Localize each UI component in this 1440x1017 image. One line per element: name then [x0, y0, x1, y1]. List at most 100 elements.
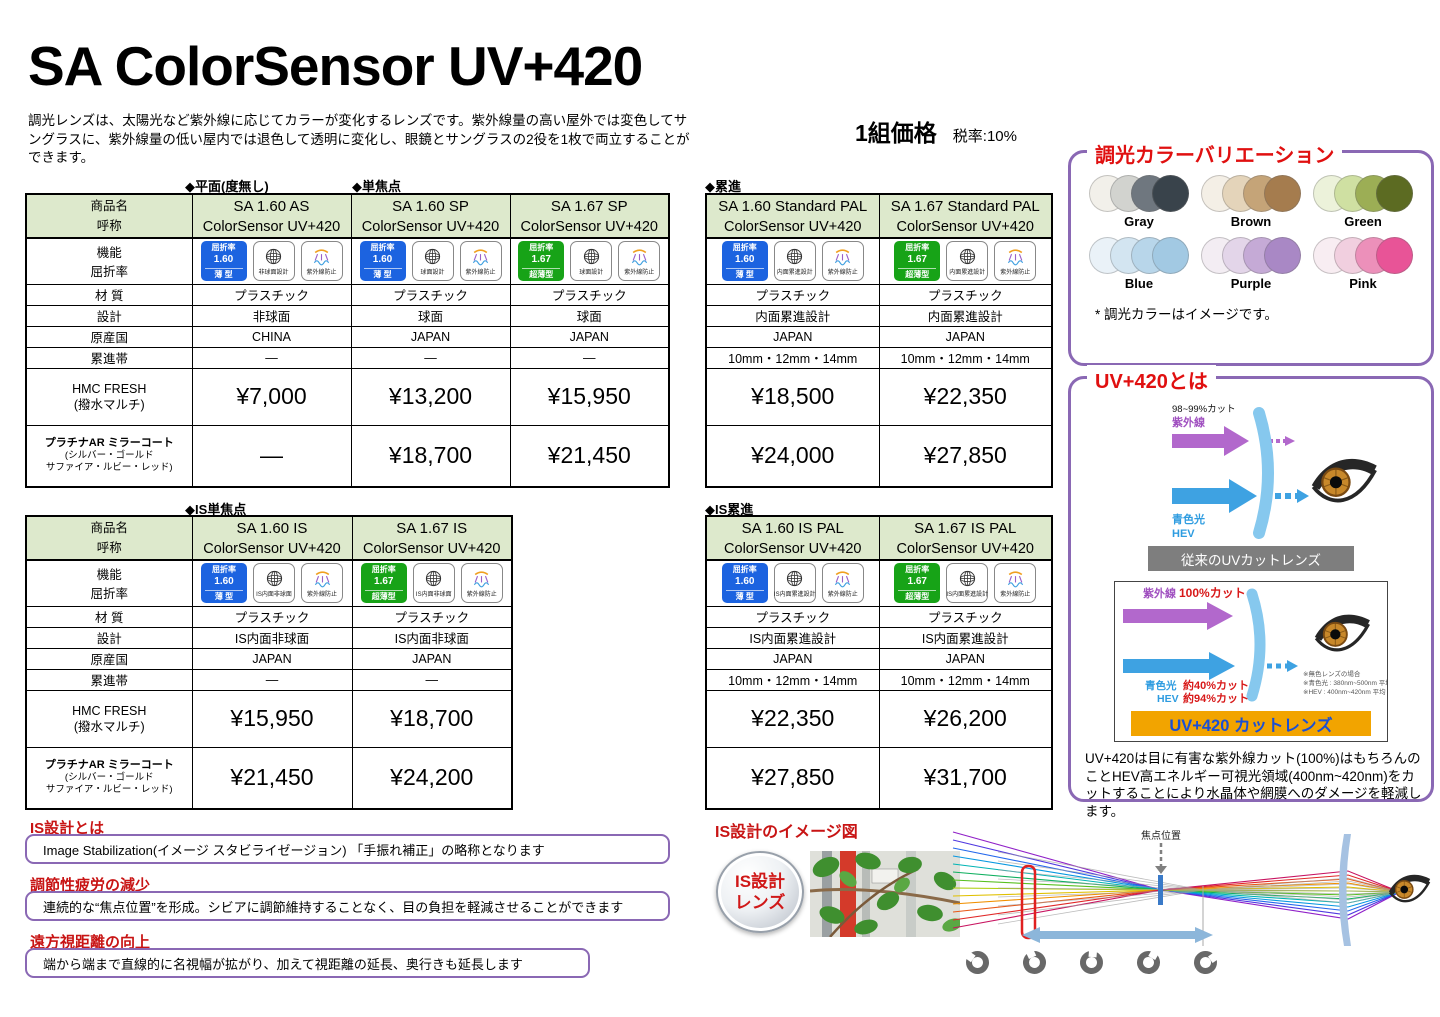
lens-circle — [1376, 175, 1413, 212]
landolt-ring — [961, 946, 994, 979]
price-cell: ¥21,450 — [509, 424, 670, 488]
caption-single: ◆単焦点 — [352, 179, 401, 194]
row-label-function: 機能 屈折率 — [25, 559, 193, 607]
row-label-platinum: プラチナAR ミラーコート (シルバー・ゴールド サファイア・ルビー・レッド) — [25, 746, 193, 810]
color-note: * 調光カラーはイメージです。 — [1095, 307, 1278, 322]
lens-circle — [1376, 237, 1413, 274]
row-label-hmc: HMC FRESH (撥水マルチ) — [25, 367, 193, 426]
focus-label: 焦点位置 — [1141, 829, 1181, 842]
price-cell: ¥21,450 — [191, 746, 353, 810]
color-variation-title: 調光カラーバリエーション — [1087, 139, 1343, 168]
svg-text:青色光: 青色光 — [1145, 679, 1177, 692]
focus-range-arrow — [1022, 927, 1213, 943]
product-header: SA 1.67 Standard PAL ColorSensor UV+420 — [878, 193, 1053, 239]
uv-cut-icon: 紫外線防止 — [618, 241, 661, 282]
caption-is-single: ◆IS単焦点 — [185, 502, 247, 517]
row-label-material: 材 質 — [25, 605, 193, 628]
uv-cut-icon: 紫外線防止 — [994, 241, 1037, 282]
row-label-function: 機能 屈折率 — [25, 237, 193, 285]
svg-text:HEV: HEV — [1172, 528, 1195, 540]
is-section-body: 端から端まで直線的に名視幅が拡がり、加えて視距離の延長、奥行きも延長します — [25, 948, 590, 978]
lens-design-icon: 非球面設計 — [252, 241, 295, 282]
lens-arc — [1246, 588, 1266, 702]
product-header: SA 1.60 IS ColorSensor UV+420 — [191, 515, 353, 561]
price-cell: ¥22,350 — [878, 367, 1053, 426]
feature-icons: 屈折率 1.67 超薄型 IS内面非球面 紫外線防止 — [351, 559, 513, 607]
lens-circle — [1152, 237, 1189, 274]
row-label-hmc: HMC FRESH (撥水マルチ) — [25, 689, 193, 748]
table-is-progressive: SA 1.60 IS PAL ColorSensor UV+420 SA 1.67… — [705, 515, 1053, 810]
row-label-design: 設計 — [25, 304, 193, 327]
uv-cut-icon: 紫外線防止 — [459, 241, 502, 282]
page-title: SA ColorSensor UV+420 — [28, 35, 643, 97]
is-section-body: 連続的な“焦点位置”を形成。シビアに調節維持することなく、目の負担を軽減させるこ… — [25, 891, 670, 921]
row-label-origin: 原産国 — [25, 647, 193, 670]
uv-arrow — [1172, 426, 1249, 456]
uv-cut-icon: 紫外線防止 — [301, 563, 343, 604]
plant-photo — [810, 851, 960, 937]
is-section-heading: 調節性疲労の減少 — [30, 877, 151, 894]
caption-flat: ◆平面(度無し) — [185, 179, 269, 194]
row-label-product: 商品名 呼称 — [25, 193, 193, 239]
price-cell: ¥15,950 — [509, 367, 670, 426]
feature-icons: 屈折率 1.67 超薄型 球面設計 紫外線防止 — [509, 237, 670, 285]
lens-circle — [1264, 175, 1301, 212]
table-progressive: SA 1.60 Standard PAL ColorSensor UV+420 S… — [705, 193, 1053, 488]
uv420-title: UV+420とは — [1087, 365, 1216, 394]
price-cell: ¥27,850 — [878, 424, 1053, 488]
eye-illustration — [1309, 457, 1379, 503]
table-flat-single: 商品名 呼称 SA 1.60 AS ColorSensor UV+420 SA 1.… — [25, 193, 670, 488]
feature-icons: 屈折率 1.67 超薄型 内面累進設計 紫外線防止 — [878, 237, 1053, 285]
uv-cut-icon: 紫外線防止 — [821, 241, 864, 282]
lens-design-icon: 内面累進設計 — [773, 241, 816, 282]
blue-light-arrow — [1172, 479, 1257, 513]
price-cell: ¥22,350 — [705, 689, 880, 748]
uv420-cut-lens-band: UV+420 カットレンズ — [1131, 711, 1371, 736]
price-set-label: 1組価格 — [855, 120, 937, 146]
svg-text:※HEV : 400nm~420nm 平均: ※HEV : 400nm~420nm 平均 — [1303, 687, 1386, 696]
price-cell: ¥18,500 — [705, 367, 880, 426]
uv-arrow — [1123, 602, 1233, 630]
product-header: SA 1.60 SP ColorSensor UV+420 — [350, 193, 511, 239]
eye-illustration — [1387, 873, 1432, 903]
refractive-index-badge: 屈折率 1.60 薄 型 — [721, 563, 768, 604]
color-swatch-green: Green — [1307, 175, 1419, 229]
is-lens-badge: IS設計 レンズ — [716, 851, 804, 933]
lens-arc — [1253, 407, 1274, 539]
lens-design-icon: IS内面非球面 — [412, 563, 455, 604]
color-variation-panel: 調光カラーバリエーション Gray Brown Green Blue Purpl… — [1068, 139, 1434, 366]
landolt-ring-row — [961, 946, 1222, 979]
uv-cut-icon: 紫外線防止 — [460, 563, 503, 604]
color-swatch-purple: Purple — [1195, 237, 1307, 291]
price-cell: ¥26,200 — [878, 689, 1053, 748]
color-swatch-blue: Blue — [1083, 237, 1195, 291]
landolt-ring — [1019, 947, 1050, 978]
price-header: 1組価格 税率:10% — [855, 114, 1017, 148]
product-header: SA 1.60 AS ColorSensor UV+420 — [191, 193, 352, 239]
feature-icons: 屈折率 1.60 薄 型 IS内面累進設計 紫外線防止 — [705, 559, 880, 607]
is-section-heading: 遠方視距離の向上 — [30, 934, 151, 951]
refractive-index-badge: 屈折率 1.60 薄 型 — [359, 241, 406, 282]
refractive-index-badge: 屈折率 1.67 超薄型 — [894, 563, 941, 604]
svg-text:青色光: 青色光 — [1172, 512, 1205, 526]
price-cell: ¥24,200 — [351, 746, 513, 810]
landolt-ring — [1189, 946, 1222, 979]
refractive-index-badge: 屈折率 1.60 薄 型 — [721, 241, 768, 282]
svg-text:※青色光 : 380nm~500nm 平均: ※青色光 : 380nm~500nm 平均 — [1303, 678, 1387, 687]
conventional-uv-diagram: 98~99%カット 紫外線 青色光 HEV — [1172, 404, 1379, 540]
lens-design-icon: 球面設計 — [570, 241, 613, 282]
refractive-index-badge: 屈折率 1.67 超薄型 — [894, 241, 941, 282]
uv-cut-icon: 紫外線防止 — [994, 563, 1037, 604]
price-cell: — — [191, 424, 352, 488]
feature-icons: 屈折率 1.60 薄 型 IS内面非球面 紫外線防止 — [191, 559, 353, 607]
product-header: SA 1.60 IS PAL ColorSensor UV+420 — [705, 515, 880, 561]
lens-design-icon: IS内面非球面 — [253, 563, 295, 604]
eye-illustration — [1313, 613, 1372, 652]
svg-text:約94%カット: 約94%カット — [1183, 691, 1249, 705]
caption-pal: ◆累進 — [705, 179, 741, 194]
color-swatch-brown: Brown — [1195, 175, 1307, 229]
ray-trace-diagram: 焦点位置 — [952, 829, 1432, 946]
lens-design-icon: IS内面累進設計 — [773, 563, 816, 604]
price-cell: ¥27,850 — [705, 746, 880, 810]
feature-icons: 屈折率 1.60 薄 型内面累進設計 紫外線防止 — [705, 237, 880, 285]
